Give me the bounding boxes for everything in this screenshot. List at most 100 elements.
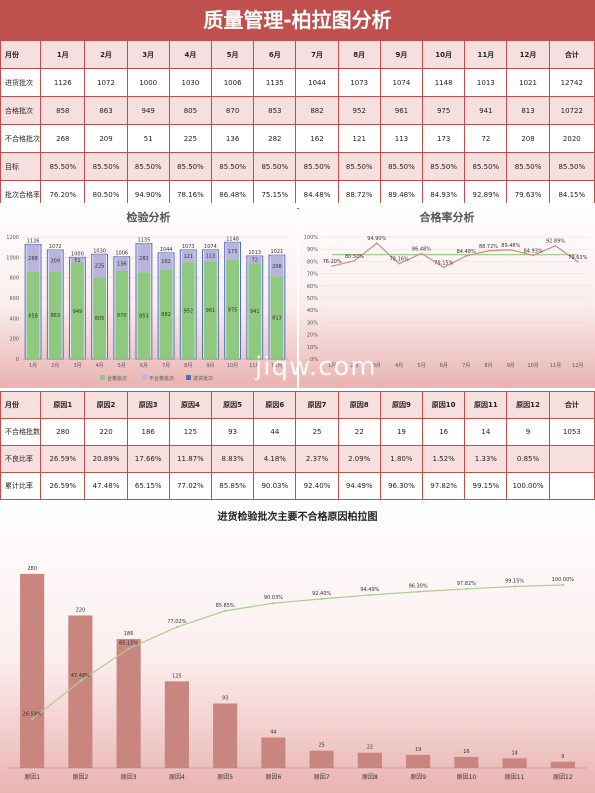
cumulative-point: [175, 625, 179, 629]
table-cell: 9: [506, 418, 550, 446]
defect-bar: [357, 752, 382, 768]
inspection-chart-title: 检验分析: [126, 211, 171, 224]
table-cell: 1053: [548, 418, 595, 446]
defect-value-label: 186: [124, 631, 134, 637]
defect-value-label: 125: [172, 673, 182, 679]
pass-rate-label: 80.50%: [345, 254, 364, 260]
table-cell: 282: [253, 124, 297, 153]
table-cell: 1044: [295, 68, 339, 97]
x-tick-label: 12月: [271, 363, 282, 369]
defect-value-label: 280: [27, 566, 37, 572]
fail-bar: [115, 256, 129, 271]
table-cell: 97.82%: [422, 472, 466, 500]
table-cell: 853: [253, 96, 297, 125]
total-value-label: 1013: [248, 250, 261, 256]
defect-bar: [116, 639, 141, 768]
y-tick-label: 1200: [6, 235, 19, 241]
cumulative-label: 77.02%: [167, 619, 186, 625]
table-cell: 92.40%: [295, 472, 339, 500]
table-row: 累计比率 26.59% 47.48% 65.15% 77.02% 85.85% 90.03%…: [0, 472, 595, 500]
x-tick-label: 原因2: [72, 774, 88, 781]
pass-bar: [181, 262, 195, 359]
table-header-cell: 原因10: [422, 391, 466, 419]
table-cell: 85.50%: [337, 152, 381, 181]
table-cell: 863: [84, 96, 128, 125]
table-cell: 1.33%: [464, 445, 508, 473]
table-cell: 1072: [84, 68, 128, 97]
table-header-cell: 原因4: [168, 391, 213, 419]
x-tick-label: 6月: [140, 363, 148, 369]
table-cell: 99.15%: [464, 472, 508, 500]
table-header-cell: 11月: [464, 40, 508, 69]
y-tick-label: 200: [9, 337, 19, 343]
y-tick-label: 600: [9, 296, 19, 302]
fail-value-label: 173: [228, 249, 238, 255]
pass-rate-point: [554, 244, 557, 247]
pass-rate-label: 84.48%: [457, 249, 476, 255]
cumulative-point: [368, 593, 372, 597]
cumulative-label: 94.49%: [360, 587, 379, 593]
pass-rate-point: [353, 259, 356, 262]
table-cell: 72: [464, 124, 508, 153]
total-value-label: 1148: [226, 236, 239, 242]
x-tick-label: 1月: [29, 363, 37, 369]
pass-rate-point: [465, 255, 467, 257]
table-header-cell: 原因5: [211, 391, 255, 419]
table-cell: 2.37%: [295, 445, 339, 473]
y-tick-label: 90%: [307, 247, 318, 253]
defect-value-label: 93: [222, 696, 228, 702]
fail-value-label: 72: [252, 258, 258, 264]
cumulative-point: [465, 587, 468, 591]
fail-bar: [181, 249, 195, 263]
pass-value-label: 805: [95, 316, 105, 322]
pass-rate-label: 86.48%: [412, 246, 431, 252]
x-tick-label: 8月: [484, 363, 492, 369]
fail-value-label: 268: [28, 256, 38, 262]
x-tick-label: 原因12: [553, 774, 573, 781]
table-header-row: 月份 1月 2月 3月 4月 5月 6月 7月 8月 9月 10月 11月 12月 合计: [0, 40, 595, 69]
inspection-chart-panel: 检验分析 0 200 400 600 800 1000 1200 858 268 1126 1月 86…: [0, 203, 297, 388]
x-tick-label: 7月: [462, 363, 470, 369]
table-cell: 1148: [422, 68, 466, 97]
table-cell: 85.50%: [379, 152, 424, 181]
pass-value-label: 853: [139, 314, 149, 320]
cumulative-label: 96.30%: [409, 584, 428, 590]
pass-rate-point: [577, 261, 579, 263]
table-cell: 93: [211, 418, 255, 446]
total-value-label: 1006: [115, 251, 128, 257]
cumulative-label: 97.82%: [457, 581, 476, 587]
table-cell: 14: [464, 418, 508, 446]
pass-value-label: 949: [73, 309, 83, 315]
pass-rate-point: [487, 249, 490, 252]
table-cell: 85.50%: [295, 152, 339, 181]
total-value-label: 1074: [204, 244, 217, 250]
table-cell: 1.80%: [379, 445, 424, 473]
y-tick-label: 70%: [307, 272, 318, 278]
x-tick-label: 4月: [95, 363, 103, 369]
fail-bar: [226, 242, 240, 260]
y-tick-label: 60%: [307, 284, 318, 290]
table-header-row: 月份 原因1 原因2 原因3 原因4 原因5 原因6 原因7 原因8 原因9 原因10 原因11 原因1…: [0, 391, 595, 419]
table-cell: 4.18%: [253, 445, 297, 473]
pass-bar: [270, 276, 284, 359]
table-header-cell: 合计: [548, 40, 595, 69]
table-header-cell: 原因12: [506, 391, 550, 419]
pass-rate-line: [332, 242, 579, 269]
fail-bar: [203, 249, 217, 262]
total-value-label: 1044: [160, 247, 173, 253]
pass-bar: [70, 262, 84, 359]
table-header-cell: 3月: [126, 40, 170, 69]
legend-swatch: [142, 375, 147, 380]
table-cell: 1126: [40, 68, 86, 97]
pass-value-label: 870: [117, 313, 127, 319]
table-cell: 813: [506, 96, 550, 125]
table-cell: 47.48%: [84, 472, 128, 500]
x-tick-label: 原因11: [505, 774, 525, 781]
table-cell: 961: [379, 96, 424, 125]
table-cell: 136: [211, 124, 255, 153]
fail-bar: [26, 244, 40, 272]
cumulative-point: [320, 597, 323, 601]
table-row-label: 目标: [0, 152, 42, 181]
fail-value-label: 51: [74, 258, 80, 264]
table-row: 不合格批次 268 209 51 225 136 282 162 121 113 173 72 208 2…: [0, 124, 595, 153]
